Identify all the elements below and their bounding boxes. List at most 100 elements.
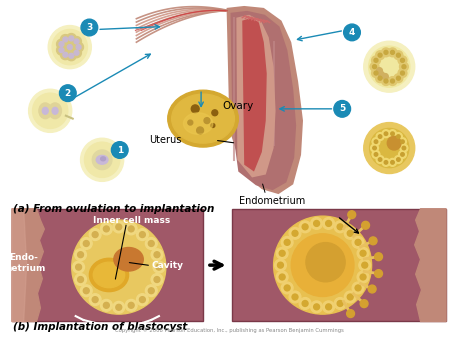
Circle shape: [89, 294, 101, 306]
Circle shape: [299, 221, 311, 233]
Circle shape: [274, 216, 372, 314]
Circle shape: [32, 93, 68, 128]
Circle shape: [384, 50, 388, 54]
Circle shape: [326, 220, 332, 226]
Circle shape: [347, 231, 353, 236]
Circle shape: [156, 264, 162, 270]
Circle shape: [281, 282, 293, 294]
Circle shape: [145, 238, 157, 249]
Circle shape: [395, 155, 402, 164]
Text: Endo-
metrium: Endo- metrium: [2, 254, 45, 273]
Circle shape: [104, 226, 109, 232]
Ellipse shape: [52, 107, 58, 114]
Ellipse shape: [172, 94, 234, 143]
Circle shape: [151, 249, 163, 261]
Text: Copyright © 2008 Pearson Education, Inc., publishing as Pearson Benjamin Cumming: Copyright © 2008 Pearson Education, Inc.…: [115, 328, 344, 333]
Circle shape: [81, 138, 124, 182]
Circle shape: [370, 62, 379, 71]
Circle shape: [372, 138, 380, 146]
Circle shape: [148, 288, 154, 294]
Circle shape: [400, 71, 405, 75]
Circle shape: [145, 285, 157, 297]
Circle shape: [48, 26, 91, 69]
Circle shape: [65, 42, 75, 52]
Circle shape: [81, 285, 92, 297]
Text: Uterus: Uterus: [149, 135, 181, 145]
Circle shape: [382, 48, 391, 57]
Circle shape: [63, 37, 68, 42]
Circle shape: [369, 128, 409, 168]
Circle shape: [67, 51, 76, 61]
Circle shape: [384, 161, 388, 164]
Circle shape: [112, 142, 128, 158]
Circle shape: [191, 105, 199, 113]
Circle shape: [388, 48, 397, 57]
Ellipse shape: [101, 157, 106, 161]
Circle shape: [400, 140, 404, 143]
Circle shape: [396, 135, 400, 138]
Circle shape: [68, 45, 72, 50]
Circle shape: [375, 270, 382, 277]
Text: (b) Implantation of blastocyst: (b) Implantation of blastocyst: [13, 322, 187, 333]
Circle shape: [334, 221, 346, 233]
Circle shape: [85, 142, 120, 177]
Circle shape: [377, 68, 382, 74]
Circle shape: [284, 239, 290, 245]
Circle shape: [29, 89, 72, 132]
Circle shape: [362, 221, 369, 229]
Ellipse shape: [49, 103, 62, 119]
Text: Ovary: Ovary: [223, 101, 254, 111]
Circle shape: [369, 46, 410, 87]
Circle shape: [83, 288, 89, 294]
Circle shape: [399, 138, 406, 146]
Circle shape: [197, 127, 203, 134]
Ellipse shape: [39, 103, 52, 119]
Text: 3: 3: [86, 23, 93, 32]
Circle shape: [387, 136, 401, 150]
Polygon shape: [242, 18, 267, 172]
Circle shape: [360, 250, 366, 256]
Circle shape: [364, 123, 415, 173]
Circle shape: [76, 264, 81, 270]
Polygon shape: [12, 209, 44, 321]
Circle shape: [92, 150, 112, 170]
Circle shape: [368, 285, 376, 293]
Circle shape: [399, 150, 406, 158]
Circle shape: [291, 234, 354, 296]
Circle shape: [212, 110, 218, 116]
Circle shape: [75, 249, 86, 261]
Circle shape: [364, 41, 415, 92]
Circle shape: [369, 237, 377, 245]
Circle shape: [373, 146, 376, 150]
Circle shape: [136, 294, 148, 306]
Circle shape: [281, 237, 293, 248]
Circle shape: [128, 303, 134, 308]
Circle shape: [81, 238, 92, 249]
Polygon shape: [226, 6, 303, 194]
Circle shape: [140, 232, 145, 238]
Circle shape: [394, 74, 403, 82]
Ellipse shape: [114, 247, 143, 271]
Circle shape: [74, 39, 79, 44]
Circle shape: [384, 79, 388, 83]
Circle shape: [344, 24, 360, 41]
Circle shape: [352, 237, 364, 248]
Circle shape: [323, 301, 334, 313]
Circle shape: [400, 62, 408, 71]
Circle shape: [314, 220, 320, 226]
Circle shape: [378, 72, 384, 77]
Circle shape: [274, 259, 286, 271]
Circle shape: [396, 53, 400, 57]
Circle shape: [355, 285, 361, 291]
Circle shape: [72, 37, 81, 46]
Circle shape: [136, 229, 148, 240]
Circle shape: [371, 144, 378, 152]
Ellipse shape: [93, 262, 125, 288]
Circle shape: [284, 285, 290, 291]
Circle shape: [63, 52, 68, 57]
Circle shape: [373, 65, 377, 69]
Circle shape: [400, 58, 405, 62]
Circle shape: [323, 218, 334, 229]
Circle shape: [382, 74, 388, 79]
Circle shape: [382, 77, 391, 86]
